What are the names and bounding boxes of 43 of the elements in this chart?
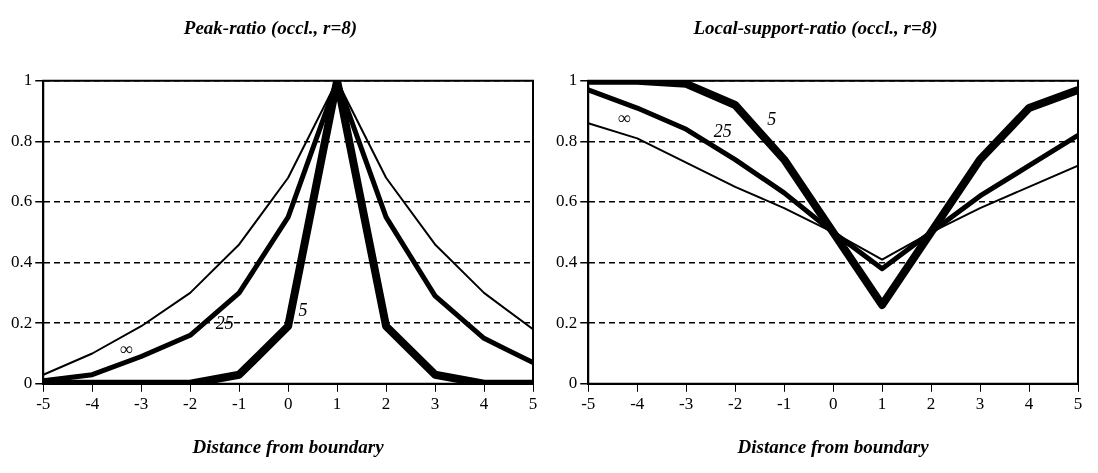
- x-tick-label: -3: [134, 394, 149, 414]
- y-tick-label: 1: [23, 70, 33, 90]
- y-tick-label: 1: [568, 70, 578, 90]
- chart-title: Peak-ratio (occl., r=8): [182, 17, 358, 40]
- x-tick-label: -5: [36, 394, 51, 414]
- x-tick-label: -2: [728, 394, 743, 414]
- chart-title: Local-support-ratio (occl., r=8): [692, 17, 938, 40]
- x-axis-title: Distance from boundary: [736, 435, 930, 457]
- x-axis-title: Distance from boundary: [191, 435, 385, 457]
- x-tick-label: 5: [528, 394, 538, 414]
- y-tick-label: 0: [23, 373, 33, 393]
- series-label: 5: [298, 300, 308, 321]
- x-tick-label: 5: [1073, 394, 1083, 414]
- x-tick-label: 2: [381, 394, 391, 414]
- x-tick-label: 3: [430, 394, 440, 414]
- y-tick-label: 0.2: [11, 312, 33, 332]
- x-tick-label: 3: [975, 394, 985, 414]
- series-label: 5: [767, 109, 777, 130]
- x-tick-label: 1: [877, 394, 887, 414]
- x-tick-label: 0: [828, 394, 838, 414]
- y-tick-label: 0.4: [11, 252, 33, 272]
- x-tick-label: 0: [283, 394, 293, 414]
- series-label: ∞: [618, 107, 632, 128]
- y-tick-label: 0: [568, 373, 578, 393]
- x-tick-label: 4: [1024, 394, 1034, 414]
- series-label: 25: [713, 121, 732, 142]
- y-tick-label: 0.6: [11, 191, 33, 211]
- x-tick-label: 1: [332, 394, 342, 414]
- x-tick-label: -5: [581, 394, 596, 414]
- x-tick-label: -4: [85, 394, 100, 414]
- x-tick-label: 4: [479, 394, 489, 414]
- x-tick-label: -2: [183, 394, 198, 414]
- y-tick-label: 0.8: [556, 130, 578, 150]
- series-label: ∞: [120, 338, 134, 359]
- y-tick-label: 0.2: [556, 312, 578, 332]
- y-tick-label: 0.4: [556, 252, 578, 272]
- y-tick-label: 0.6: [556, 191, 578, 211]
- x-tick-label: -1: [232, 394, 247, 414]
- x-tick-label: -3: [679, 394, 694, 414]
- x-tick-label: -4: [630, 394, 645, 414]
- y-tick-label: 0.8: [11, 130, 33, 150]
- x-tick-label: -1: [777, 394, 792, 414]
- x-tick-label: 2: [926, 394, 936, 414]
